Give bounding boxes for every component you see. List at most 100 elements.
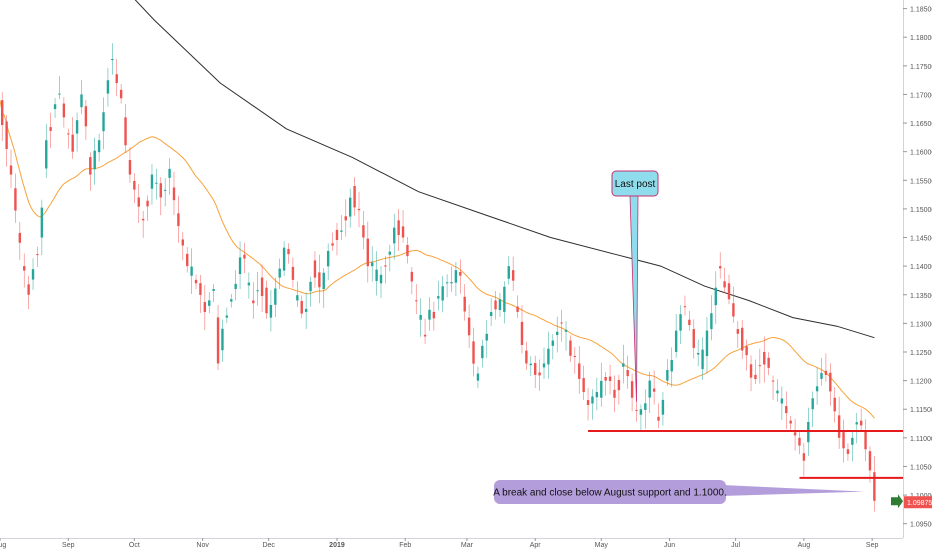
- candle-body: [397, 220, 400, 236]
- candle-body: [696, 352, 700, 355]
- candle-body: [626, 369, 629, 377]
- candle-body: [415, 300, 418, 302]
- callout-pointer: [722, 485, 865, 496]
- candle-body: [683, 306, 687, 308]
- candle-body: [348, 197, 352, 217]
- candle-body: [481, 345, 484, 359]
- candle-body: [40, 207, 44, 238]
- candle-body: [811, 398, 814, 410]
- candle-body: [216, 317, 220, 364]
- candle-body: [807, 421, 810, 443]
- candle-body: [432, 311, 436, 319]
- candle-body: [208, 300, 211, 306]
- candle-body: [732, 303, 735, 317]
- candle-body: [67, 133, 70, 135]
- candle-body: [749, 364, 753, 378]
- candle-body: [388, 251, 392, 255]
- candle-body: [190, 266, 193, 276]
- candle-body: [141, 218, 145, 221]
- candle-body: [582, 378, 585, 393]
- candle-body: [859, 420, 863, 426]
- candle-body: [159, 183, 162, 198]
- candle-body: [604, 377, 607, 381]
- candle-body: [322, 272, 325, 290]
- candle-body: [313, 260, 317, 278]
- candle-body: [252, 300, 255, 304]
- arrow-right-icon[interactable]: [891, 494, 903, 509]
- candle-body: [525, 350, 528, 364]
- candle-body: [741, 327, 744, 351]
- candle-body: [591, 396, 594, 404]
- candle-body: [538, 372, 541, 376]
- moving-average-long-line: [134, 0, 875, 339]
- candle-body: [688, 319, 691, 326]
- candle-body: [423, 334, 427, 337]
- y-tick-label: 1.18500: [910, 7, 932, 14]
- candle-body: [375, 269, 378, 281]
- candle-body: [344, 216, 347, 221]
- candle-body: [771, 380, 775, 382]
- candle-body: [287, 248, 290, 255]
- candle-body: [542, 363, 546, 368]
- candle-body: [406, 244, 409, 257]
- candle-body: [163, 189, 167, 191]
- candle-body: [300, 300, 303, 314]
- candle-body: [168, 168, 171, 178]
- candle-body: [282, 247, 286, 271]
- candle-body: [666, 369, 669, 381]
- candle-body: [450, 282, 453, 284]
- candle-body: [639, 409, 643, 415]
- candle-body: [758, 365, 762, 367]
- candle-body: [718, 266, 722, 269]
- y-tick-label: 1.12500: [910, 350, 932, 357]
- x-tick-label: Feb: [399, 542, 411, 549]
- candle-body: [177, 213, 180, 227]
- candle-body: [489, 312, 493, 316]
- candle-body: [18, 232, 22, 243]
- candle-body: [31, 269, 35, 280]
- y-tick-label: 1.09500: [910, 522, 932, 529]
- candle-body: [247, 282, 251, 286]
- candle-body: [366, 238, 370, 267]
- callout-box-last-post[interactable]: [611, 170, 659, 197]
- y-tick-label: 1.14000: [910, 264, 932, 271]
- candle-body: [802, 453, 806, 461]
- candle-body: [829, 372, 832, 392]
- candle-body: [485, 333, 488, 341]
- candle-body: [736, 329, 740, 334]
- candle-body: [503, 286, 506, 312]
- candle-body: [155, 182, 158, 184]
- candle-body: [613, 389, 616, 398]
- y-tick-label: 1.13500: [910, 293, 932, 300]
- candle-body: [75, 120, 79, 134]
- candle-body: [269, 304, 273, 318]
- candle-body: [309, 281, 312, 292]
- candle-body: [124, 117, 127, 146]
- candle-body: [80, 94, 83, 108]
- candle-body: [335, 229, 339, 240]
- callout-box-support-break[interactable]: [494, 480, 726, 504]
- candle-body: [97, 140, 101, 153]
- x-tick-label: Oct: [129, 542, 140, 549]
- candle-body: [256, 290, 259, 292]
- candle-body: [868, 451, 872, 471]
- candle-body: [384, 265, 387, 267]
- y-tick-label: 1.14500: [910, 236, 932, 243]
- candle-body: [767, 357, 770, 368]
- candle-body: [652, 388, 656, 392]
- candle-body: [437, 296, 440, 299]
- candle-body: [181, 239, 185, 246]
- x-tick-label: Apr: [530, 542, 542, 549]
- candle-body: [111, 58, 114, 61]
- candle-body: [225, 315, 229, 318]
- candle-body: [14, 188, 17, 211]
- candle-body: [230, 299, 233, 302]
- candle-body: [657, 416, 660, 421]
- candle-body: [701, 349, 704, 370]
- candle-body: [630, 381, 634, 398]
- candle-body: [467, 317, 471, 336]
- candle-body: [401, 226, 405, 238]
- candle-body: [274, 288, 277, 305]
- candle-body: [243, 254, 246, 259]
